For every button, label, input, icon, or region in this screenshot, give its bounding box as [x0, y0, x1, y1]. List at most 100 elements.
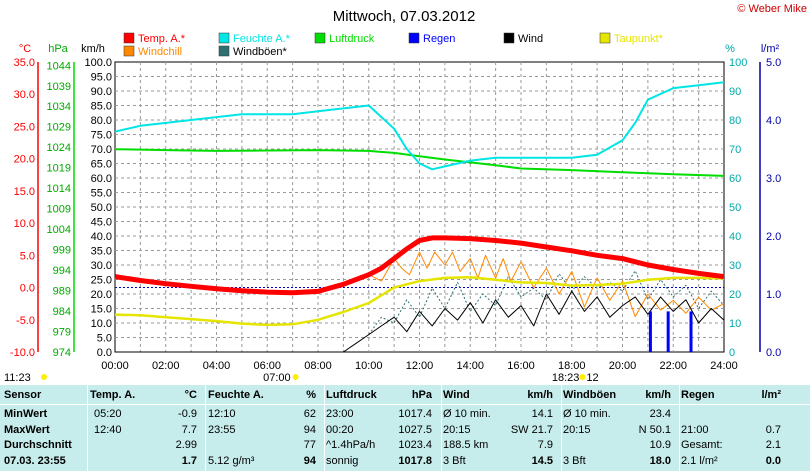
marker-right-label: 12: [586, 372, 598, 384]
humidity-tick-label: 40: [729, 231, 741, 243]
chart-title: Mittwoch, 07.03.2012: [333, 8, 476, 25]
stats-cell-text: 5.12 g/m³: [208, 454, 255, 467]
stats-header-unit: hPa: [411, 389, 432, 401]
legend-swatch: [218, 32, 230, 44]
stats-cell-text: 00:20: [326, 423, 354, 436]
series-line-windb-en: [368, 270, 725, 335]
stats-cell-text: 23:00: [326, 408, 354, 420]
humidity-tick-label: 10: [729, 318, 741, 330]
pressure-tick-label: 984: [53, 306, 71, 318]
x-tick-label: 14:00: [456, 360, 484, 372]
humidity-tick-label: 90: [729, 86, 741, 98]
stats-cell-value: 94: [303, 423, 316, 436]
stats-cell-value: 1017.8: [398, 454, 432, 467]
stats-row-label: 07.03. 23:55: [4, 454, 66, 467]
stats-cell-value: 62: [303, 408, 316, 420]
stats-cell-value: 18.0: [649, 454, 671, 467]
temp-tick-label: 30.0: [14, 89, 35, 101]
legend-swatch: [408, 32, 420, 44]
wind-tick-label: 95.0: [91, 72, 112, 84]
column-divider: [441, 385, 442, 471]
stats-header-unit: km/h: [645, 389, 671, 401]
rain-tick-label: 2.0: [766, 231, 781, 243]
temp-tick-label: 20.0: [14, 154, 35, 166]
stats-header-label: Feuchte A.: [208, 389, 264, 401]
legend-label: Taupunkt*: [614, 33, 664, 45]
stats-header-label: Wind: [443, 389, 470, 401]
rain-bar: [666, 311, 670, 352]
x-tick-label: 16:00: [507, 360, 535, 372]
legend-label: Temp. A.*: [138, 33, 186, 45]
wind-tick-label: 80.0: [91, 115, 112, 127]
stats-header-unit: km/h: [527, 389, 553, 401]
x-tick-label: 02:00: [152, 360, 180, 372]
column-divider: [324, 385, 325, 471]
stats-cell-text: Ø 10 min.: [563, 408, 611, 420]
legend-swatch: [599, 32, 611, 44]
stats-cell-text: ^1.4hPa/h: [326, 439, 376, 451]
stats-row-label: MaxWert: [4, 423, 50, 436]
stats-cell-value: 1023.4: [398, 439, 432, 451]
stats-cell-value: 94: [303, 454, 316, 467]
pressure-tick-label: 1024: [47, 142, 71, 154]
stats-cell-value: N 50.1: [638, 423, 671, 436]
stats-cell-value: 2.99: [175, 439, 197, 451]
copyright-label: © Weber Mike: [737, 3, 807, 15]
temp-tick-label: 5.0: [20, 250, 35, 262]
x-tick-label: 24:00: [710, 360, 738, 372]
humidity-tick-label: 20: [729, 289, 741, 301]
sun-marker: [292, 374, 299, 380]
humidity-tick-label: 100: [729, 57, 747, 69]
stats-cell-text: 05:20: [94, 408, 122, 420]
legend-label: Regen: [423, 33, 455, 45]
series-line-luftdruck: [114, 148, 725, 177]
legend-label: Wind: [518, 33, 543, 45]
stats-cell-text: Ø 10 min.: [443, 408, 491, 420]
stats-header-unit: l/m²: [761, 389, 781, 401]
humidity-tick-label: 30: [729, 260, 741, 272]
stats-row-label: Durchschnitt: [4, 439, 72, 451]
column-divider: [561, 385, 562, 471]
chart-series: [114, 81, 725, 353]
wind-tick-label: 10.0: [91, 318, 112, 330]
rain-tick-label: 3.0: [766, 173, 781, 185]
x-tick-label: 06:00: [253, 360, 281, 372]
humidity-axis-unit: %: [725, 43, 735, 55]
weather-chart: °C hPa km/h% l/m² 35.0 30.0 25.0 20.0 15.0 10.0 5.…: [4, 3, 807, 384]
legend-swatch: [123, 45, 135, 57]
series-line-feuchte-a: [114, 81, 725, 171]
rain-tick-label: 5.0: [766, 57, 781, 69]
pressure-tick-label: 1009: [47, 204, 71, 216]
pressure-tick-label: 1019: [47, 163, 71, 175]
wind-tick-label: 15.0: [91, 304, 112, 316]
x-tick-label: 22:00: [659, 360, 687, 372]
x-tick-label: 20:00: [609, 360, 637, 372]
stats-header-label: Sensor: [4, 389, 42, 401]
stats-cell-text: 188.5 km: [443, 439, 489, 451]
pressure-tick-label: 1029: [47, 122, 71, 134]
stats-cell-text: 2.1 l/m²: [681, 454, 718, 467]
temp-tick-label: 0.0: [20, 283, 35, 295]
temp-tick-label: 15.0: [14, 186, 35, 198]
stats-cell-value: 14.1: [531, 408, 553, 420]
legend-label: Feuchte A.*: [233, 33, 291, 45]
stats-cell-value: 1.7: [181, 454, 197, 467]
wind-tick-label: 0.0: [97, 347, 112, 359]
sun-marker: [41, 374, 47, 380]
stats-header-label: Temp. A.: [90, 389, 136, 401]
stats-cell-text: Gesamt:: [681, 439, 723, 451]
humidity-tick-label: 70: [729, 144, 741, 156]
humidity-tick-label: 60: [729, 173, 741, 185]
series-line-temp-a: [114, 235, 725, 296]
series-line-taupunkt: [114, 275, 725, 327]
wind-tick-label: 20.0: [91, 289, 112, 301]
temp-tick-label: 10.0: [14, 218, 35, 230]
wind-tick-label: 55.0: [91, 188, 112, 200]
pressure-axis-unit: hPa: [48, 43, 68, 55]
wind-axis-unit: km/h: [81, 43, 105, 55]
series-line-windchill: [368, 251, 725, 318]
wind-tick-label: 85.0: [91, 101, 112, 113]
temp-tick-label: -10.0: [10, 347, 35, 359]
pressure-tick-label: 1039: [47, 81, 71, 93]
legend-label: Windchill: [138, 46, 182, 58]
